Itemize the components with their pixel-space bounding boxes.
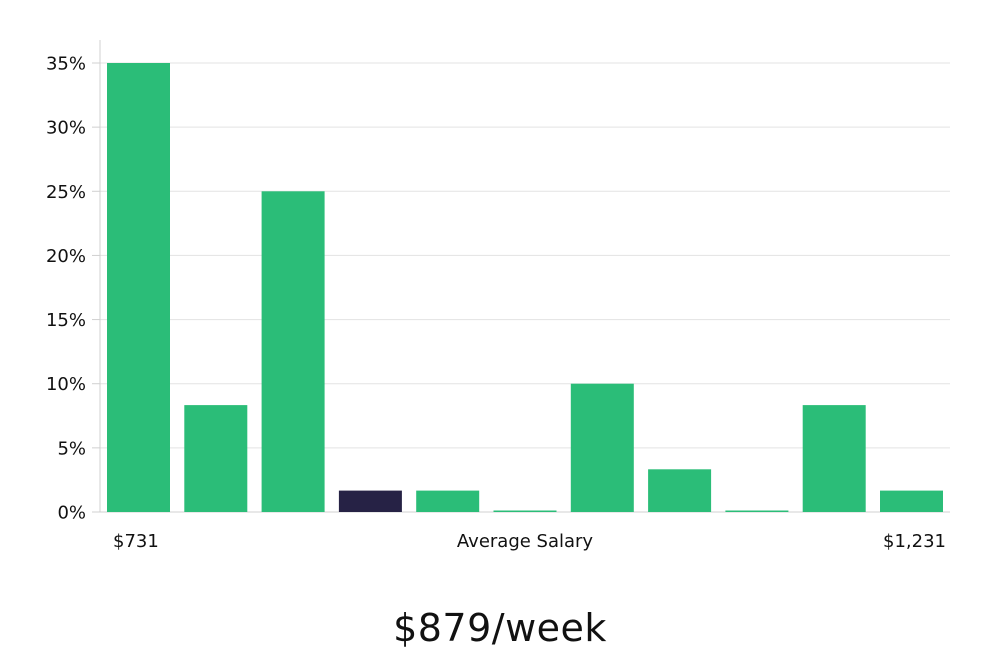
y-tick-label: 15% bbox=[46, 310, 86, 331]
bar bbox=[880, 490, 943, 512]
x-min-label: $731 bbox=[113, 531, 159, 552]
bar bbox=[725, 510, 789, 512]
y-tick-label: 20% bbox=[46, 246, 86, 267]
bar bbox=[648, 469, 712, 512]
y-tick-label: 5% bbox=[57, 438, 86, 459]
y-tick-label: 30% bbox=[46, 118, 86, 139]
y-tick-label: 10% bbox=[46, 374, 86, 395]
bar bbox=[261, 191, 325, 513]
bar bbox=[570, 383, 634, 512]
bar bbox=[416, 490, 480, 512]
bar-highlighted bbox=[338, 490, 402, 512]
y-tick-label: 25% bbox=[46, 182, 86, 203]
bar bbox=[802, 405, 866, 512]
x-max-label: $1,231 bbox=[883, 531, 946, 552]
y-axis-ticks: 0% 5% 10% 15% 20% 25% 30% 35% bbox=[46, 54, 100, 524]
bar bbox=[107, 63, 170, 512]
bar bbox=[493, 510, 557, 512]
bar bbox=[184, 405, 248, 512]
y-tick-label: 0% bbox=[57, 503, 86, 524]
x-axis-title: Average Salary bbox=[457, 531, 594, 552]
y-tick-label: 35% bbox=[46, 54, 86, 75]
bars bbox=[107, 63, 943, 513]
average-salary-label: $879/week bbox=[393, 606, 607, 650]
bar-chart-svg: 0% 5% 10% 15% 20% 25% 30% 35% $731 Average Sala… bbox=[46, 40, 950, 552]
